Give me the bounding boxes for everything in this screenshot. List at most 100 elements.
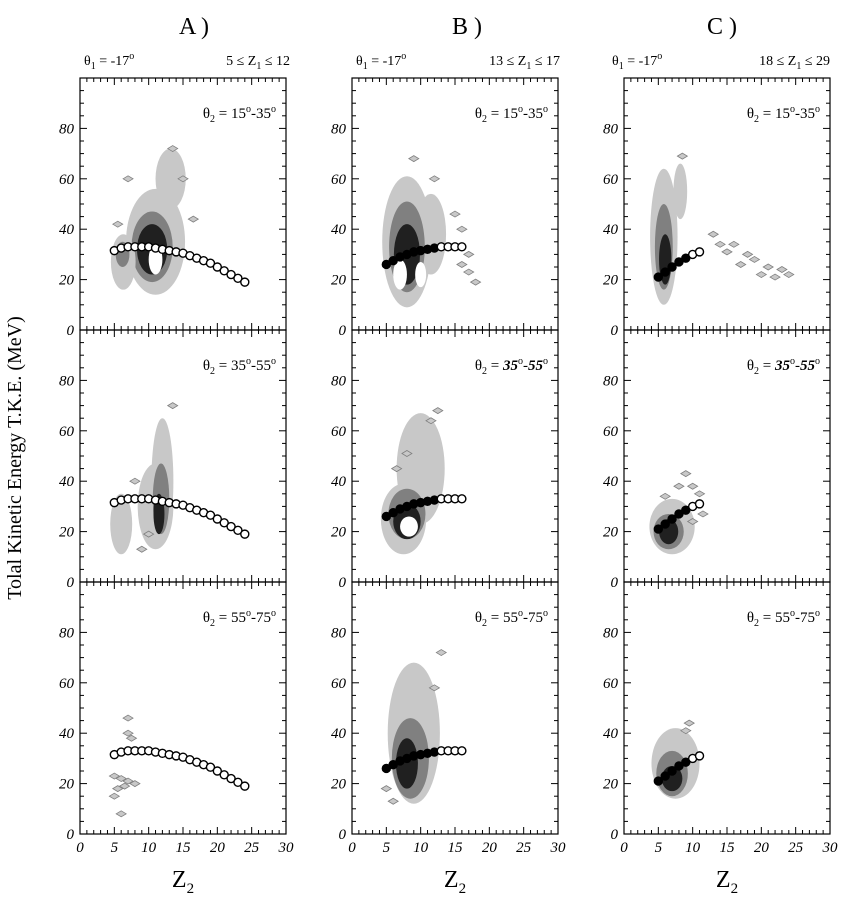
- event-marker: [707, 230, 720, 238]
- event-marker: [166, 145, 179, 153]
- panel-c-row-1: 0 20 40 60 80: [603, 77, 831, 339]
- theory-curve-point: [660, 267, 670, 277]
- y-tick-label: 0: [67, 323, 75, 339]
- theory-curve-point: [457, 746, 467, 756]
- event-marker: [456, 225, 468, 233]
- x-tick-label: 30: [278, 840, 295, 856]
- theory-curve-point: [233, 777, 243, 788]
- y-tick-label: 80: [331, 625, 347, 641]
- event-marker: [659, 492, 671, 500]
- panel-b-row-3: 0 20 40 60 80 0 5 10 15 20 25 30: [331, 581, 566, 856]
- theory-curve-point: [681, 505, 691, 515]
- x-tick-label: 15: [720, 840, 736, 856]
- x-axis-label-col-b: Z2: [444, 867, 466, 897]
- event-marker: [693, 490, 706, 498]
- event-marker: [741, 250, 754, 258]
- y-tick-label: 80: [331, 373, 347, 389]
- event-marker: [673, 482, 685, 490]
- x-tick-label: 0: [76, 840, 84, 856]
- column-c-z1-range: 18 ≤ Z1 ≤ 29: [759, 54, 830, 72]
- event-marker: [469, 278, 482, 286]
- plot-area: [650, 152, 795, 305]
- theory-curve-point: [388, 508, 398, 518]
- y-tick-label: 0: [611, 575, 619, 591]
- x-tick-label: 5: [655, 840, 663, 856]
- theory-curve-point: [653, 272, 664, 282]
- event-marker: [111, 220, 124, 228]
- event-marker: [129, 780, 141, 788]
- event-marker: [686, 482, 699, 490]
- y-tick-label: 40: [603, 222, 619, 238]
- y-tick-label: 40: [59, 474, 75, 490]
- theory-curve-point: [694, 247, 705, 257]
- panel-b-row-1: 0 20 40 60 80: [331, 77, 559, 339]
- event-marker: [166, 402, 179, 410]
- event-marker: [714, 240, 726, 248]
- theory-curve-point: [226, 269, 236, 280]
- event-marker: [776, 266, 788, 273]
- y-tick-label: 0: [611, 827, 619, 843]
- y-tick-label: 60: [331, 172, 347, 188]
- theory-curve-point: [226, 521, 236, 532]
- y-tick-label: 20: [603, 525, 619, 541]
- x-tick-label: 0: [348, 840, 356, 856]
- y-tick-label: 80: [59, 625, 75, 641]
- column-a-z1-range: 5 ≤ Z1 ≤ 12: [226, 54, 290, 72]
- theory-curve-point: [240, 277, 250, 287]
- plot-area: [651, 719, 705, 799]
- x-tick-label: 20: [754, 840, 770, 856]
- event-marker: [734, 261, 747, 268]
- y-tick-label: 80: [331, 121, 347, 137]
- event-marker: [142, 530, 155, 538]
- event-marker: [683, 719, 696, 727]
- theory-curve-point: [694, 751, 705, 761]
- event-marker: [721, 248, 733, 256]
- x-tick-label: 20: [482, 840, 498, 856]
- y-tick-label: 20: [59, 777, 75, 793]
- event-marker: [125, 734, 138, 742]
- theta2-label: θ2 = 35o-55o: [475, 356, 548, 377]
- density-contour-low: [110, 493, 133, 555]
- panel-c-row-2: 0 20 40 60 80: [603, 329, 831, 591]
- event-marker: [748, 255, 761, 263]
- theory-curve-point: [219, 770, 229, 780]
- y-tick-label: 20: [603, 273, 619, 289]
- theory-curve-point: [381, 259, 392, 270]
- panel-grid: 0 20 40 60 80 0 20 40 60 80 0 20 40 60 80 0 20 40 60 80 0 20 4…: [59, 77, 838, 856]
- y-tick-label: 80: [603, 121, 619, 137]
- y-tick-label: 0: [339, 575, 347, 591]
- event-marker: [783, 271, 795, 279]
- theory-curve-point: [381, 511, 392, 522]
- event-marker: [401, 450, 413, 457]
- event-marker: [728, 240, 740, 248]
- panel-a-row-1: 0 20 40 60 80: [59, 77, 287, 339]
- y-tick-label: 0: [67, 827, 75, 843]
- y-tick-label: 20: [59, 273, 75, 289]
- density-contour-white: [393, 259, 407, 290]
- event-marker: [686, 518, 699, 525]
- column-c-theta1-label: θ1 = -17o: [612, 51, 662, 72]
- theta2-label: θ2 = 55o-75o: [203, 608, 276, 629]
- theta2-label: θ2 = 55o-75o: [475, 608, 548, 629]
- theta2-label: θ2 = 15o-35o: [475, 104, 548, 125]
- column-b-theta1-label: θ1 = -17o: [356, 51, 406, 72]
- event-marker: [136, 545, 148, 553]
- event-marker: [462, 268, 475, 276]
- theory-curve-point: [212, 262, 223, 272]
- y-tick-label: 20: [331, 525, 347, 541]
- y-tick-label: 60: [59, 172, 75, 188]
- y-tick-label: 80: [59, 121, 75, 137]
- theta2-label: θ2 = 35o-55o: [747, 356, 820, 377]
- theory-curve-point: [667, 766, 677, 776]
- y-tick-label: 20: [331, 273, 347, 289]
- x-tick-label: 15: [176, 840, 192, 856]
- theory-curve-point: [226, 773, 236, 784]
- event-marker: [122, 777, 134, 785]
- y-tick-label: 40: [59, 726, 75, 742]
- x-tick-label: 25: [516, 840, 532, 856]
- y-tick-label: 40: [59, 222, 75, 238]
- y-tick-label: 40: [331, 726, 347, 742]
- x-tick-label: 25: [244, 840, 260, 856]
- event-marker: [187, 215, 200, 223]
- plot-area: [381, 155, 482, 308]
